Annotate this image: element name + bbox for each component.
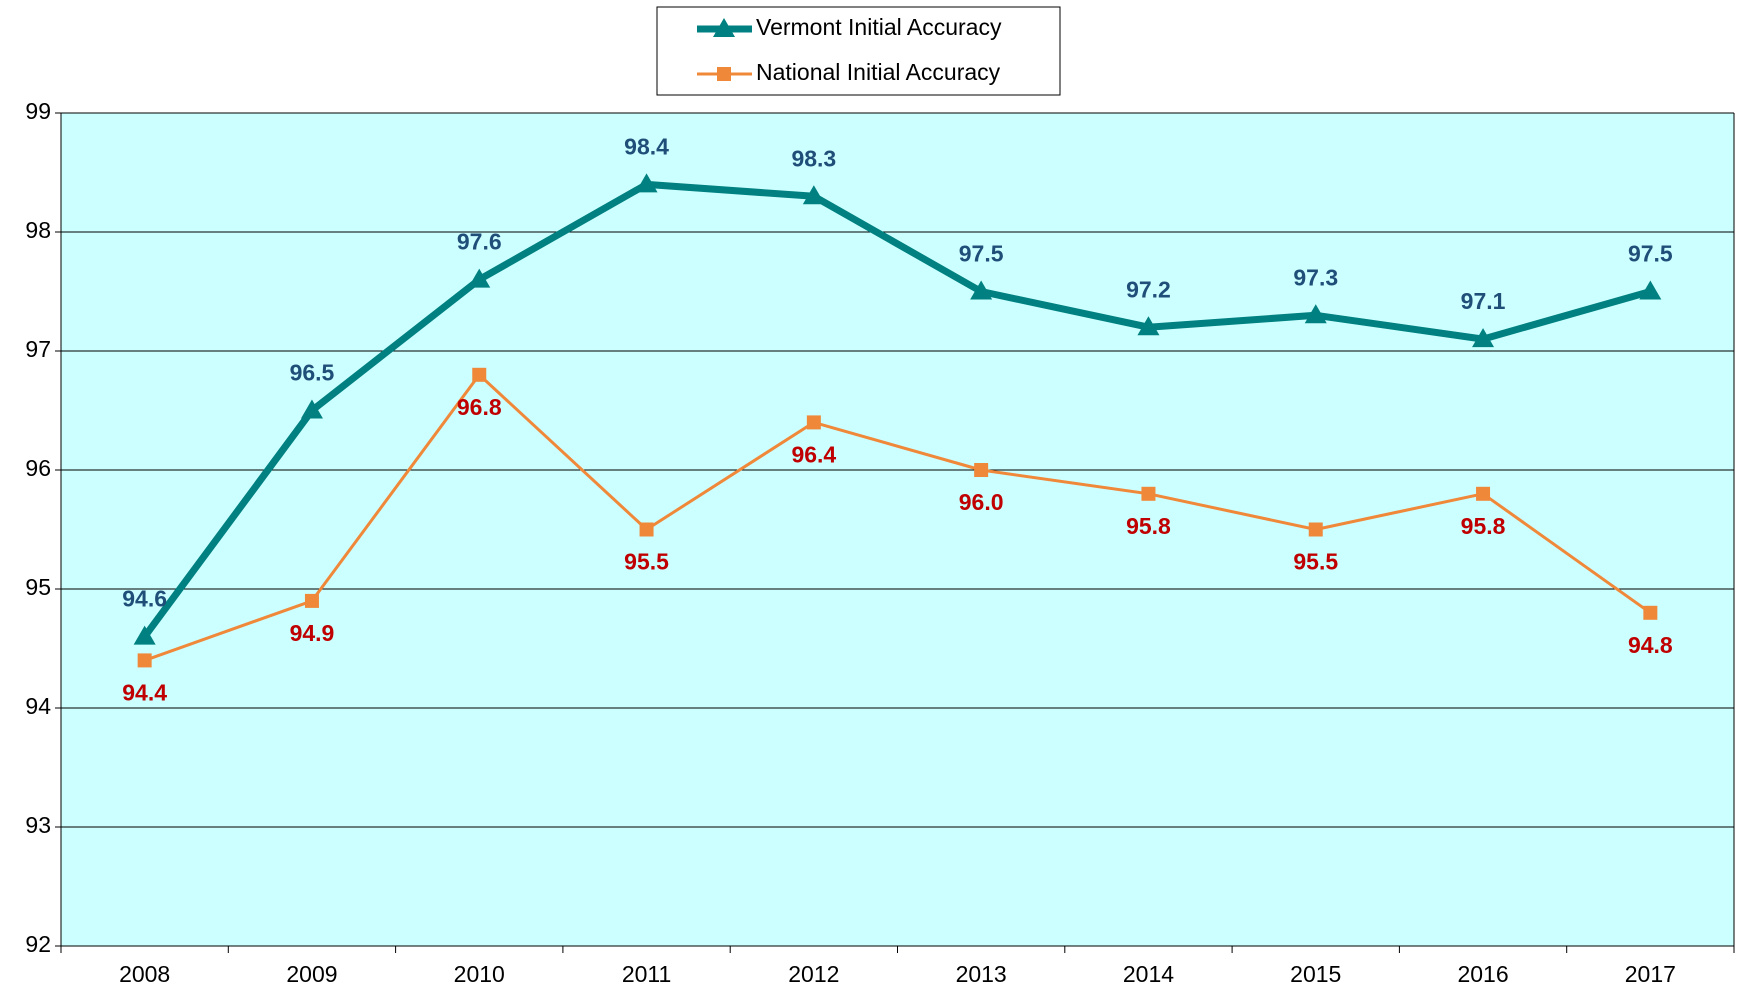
x-tick-label: 2008 [119,961,170,987]
y-tick-label: 95 [25,574,51,600]
x-tick-label: 2009 [286,961,337,987]
x-tick-label: 2010 [454,961,505,987]
marker [635,173,658,193]
data-label: 97.2 [1126,276,1171,302]
marker [1141,486,1156,501]
marker [472,367,487,382]
marker [1308,522,1323,537]
data-label: 97.1 [1461,288,1506,314]
marker [468,268,491,288]
x-tick-label: 2012 [788,961,839,987]
x-tick-label: 2015 [1290,961,1341,987]
legend-marker [713,18,735,37]
y-tick-label: 99 [25,98,51,124]
data-label: 96.4 [791,441,836,467]
legend-marker [717,67,731,81]
series-line [141,180,1652,639]
marker [1643,605,1658,620]
y-tick-label: 92 [25,931,51,957]
data-label: 95.5 [1293,549,1338,575]
data-label: 97.6 [457,229,502,255]
marker [300,399,323,419]
legend-label: Vermont Initial Accuracy [756,14,1002,40]
y-tick-label: 97 [25,336,51,362]
marker [304,593,319,608]
marker [1304,304,1327,324]
marker [639,522,654,537]
marker [1476,486,1491,501]
x-tick-label: 2014 [1123,961,1174,987]
data-label: 96.8 [457,394,502,420]
y-tick-label: 96 [25,455,51,481]
data-label: 96.0 [959,489,1004,515]
data-label: 96.5 [290,360,335,386]
x-tick-label: 2017 [1625,961,1676,987]
plot-area [61,113,1734,946]
x-tick-label: 2011 [622,961,671,987]
marker [802,185,825,205]
data-label: 97.5 [1628,241,1673,267]
y-tick-label: 93 [25,812,51,838]
data-label: 95.8 [1126,513,1171,539]
data-label: 95.8 [1461,513,1506,539]
y-tick-label: 94 [25,693,51,719]
data-label: 97.3 [1293,264,1338,290]
marker [1639,280,1662,300]
data-label: 98.4 [624,133,669,159]
x-tick-label: 2013 [956,961,1007,987]
data-label: 97.5 [959,241,1004,267]
data-label: 94.4 [122,679,167,705]
data-label: 95.5 [624,549,669,575]
marker [1472,328,1495,348]
marker [137,653,152,668]
data-label: 98.3 [791,145,836,171]
y-tick-label: 98 [25,217,51,243]
marker [1137,316,1160,336]
data-label: 94.8 [1628,632,1673,658]
x-tick-label: 2016 [1457,961,1508,987]
data-label: 94.9 [290,620,335,646]
marker [970,280,993,300]
marker [974,463,989,477]
marker [806,415,821,430]
series-line [144,373,1652,662]
marker [133,625,156,645]
data-label: 94.6 [122,586,167,612]
legend-label: National Initial Accuracy [756,59,1001,85]
